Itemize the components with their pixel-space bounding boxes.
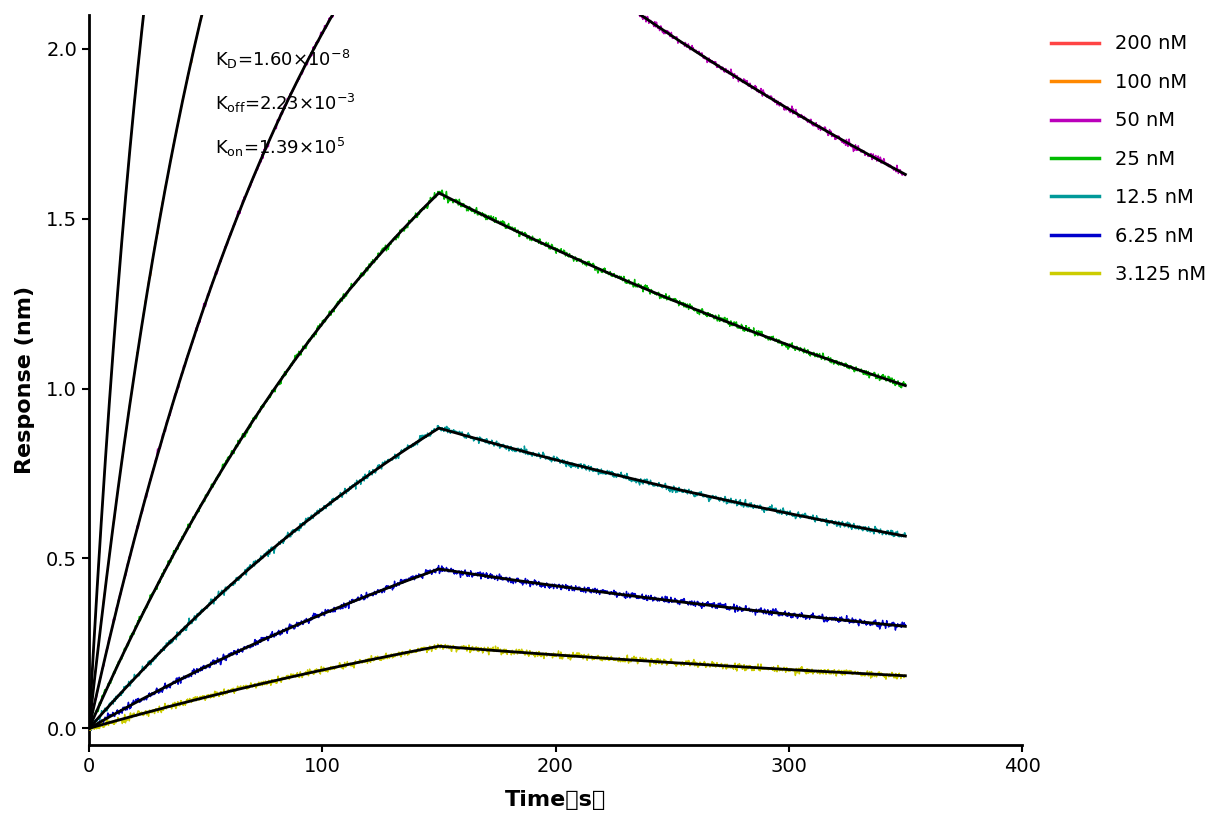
Y-axis label: Response (nm): Response (nm) <box>15 286 34 474</box>
Legend: 200 nM, 100 nM, 50 nM, 25 nM, 12.5 nM, 6.25 nM, 3.125 nM: 200 nM, 100 nM, 50 nM, 25 nM, 12.5 nM, 6… <box>1041 25 1216 294</box>
Text: $\mathrm{K_D}$=1.60×10$^{-8}$: $\mathrm{K_D}$=1.60×10$^{-8}$ <box>215 48 351 71</box>
Text: $\mathrm{K_{off}}$=2.23×10$^{-3}$: $\mathrm{K_{off}}$=2.23×10$^{-3}$ <box>215 92 356 115</box>
X-axis label: Time（s）: Time（s） <box>505 790 606 810</box>
Text: $\mathrm{K_{on}}$=1.39×10$^{5}$: $\mathrm{K_{on}}$=1.39×10$^{5}$ <box>215 135 346 158</box>
